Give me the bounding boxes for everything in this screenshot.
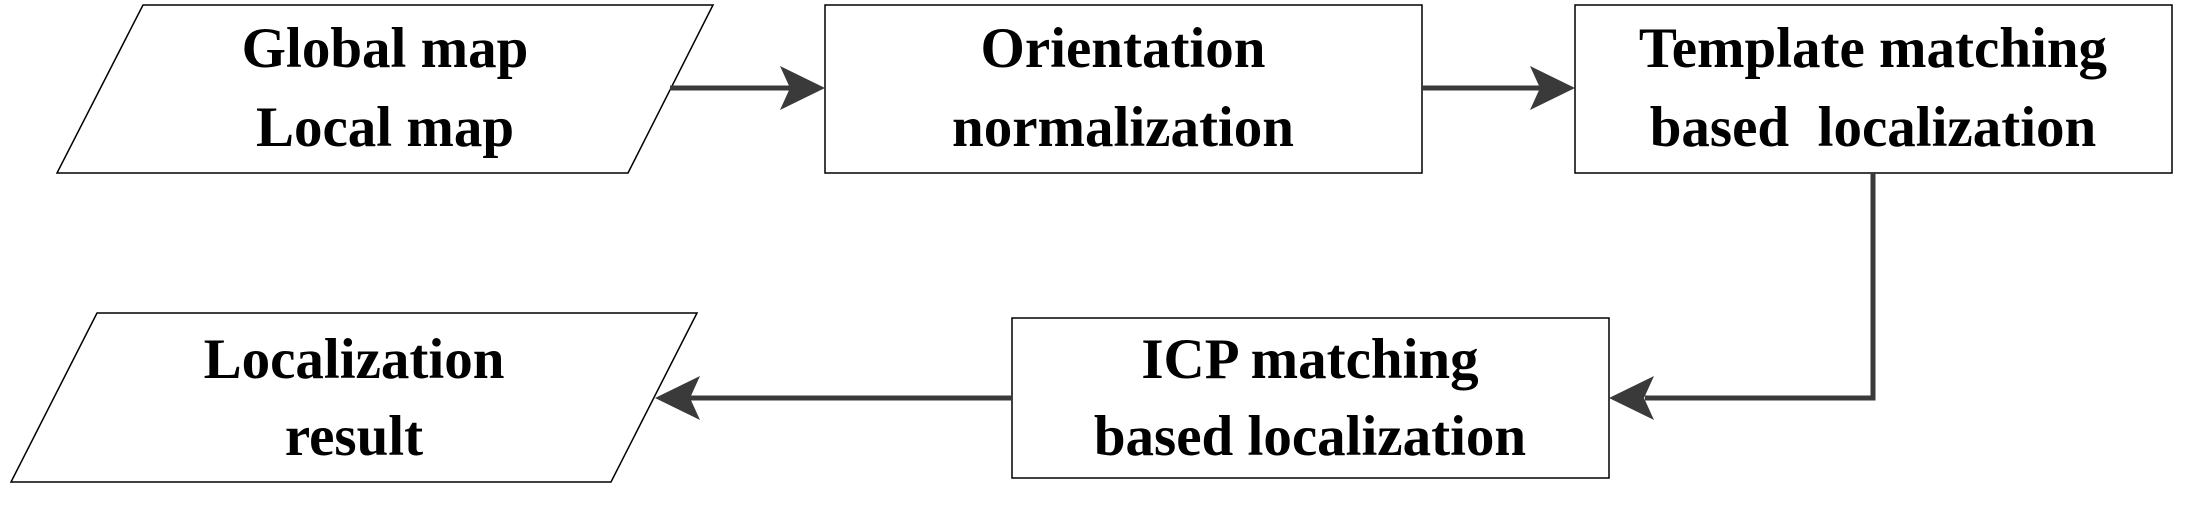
arrow-input-to-orientation: [670, 66, 825, 110]
output-label-line2: result: [285, 405, 423, 468]
input-parallelogram: [55, 4, 715, 174]
arrowhead-left-icon: [655, 376, 700, 420]
arrowhead-right-icon: [780, 66, 825, 110]
node-orientation-normalization: Orientation normalization: [824, 4, 1423, 174]
icp-label-line2: based localization: [1094, 405, 1526, 468]
arrow-orientation-to-template: [1422, 66, 1575, 110]
node-icp-matching: ICP matching based localization: [1011, 317, 1610, 479]
node-input: Global map Local map: [55, 4, 715, 174]
orientation-label-line2: normalization: [952, 96, 1294, 159]
icp-label-line1: ICP matching: [1141, 328, 1478, 391]
input-label-line1: Global map: [242, 17, 529, 80]
arrow-template-to-icp: [1609, 173, 1876, 420]
template-label-line2: based localization: [1650, 96, 2097, 159]
node-output: Localization result: [9, 312, 699, 483]
arrowhead-right-icon: [1530, 66, 1575, 110]
arrow-icp-to-output: [655, 376, 1012, 420]
input-label-line2: Local map: [256, 96, 514, 159]
orientation-label-line1: Orientation: [981, 17, 1266, 80]
output-label-line1: Localization: [204, 328, 505, 391]
icp-box: [1011, 317, 1610, 479]
orientation-box: [824, 4, 1423, 174]
arrowhead-left-icon: [1609, 376, 1654, 420]
output-parallelogram: [9, 312, 699, 483]
template-label-line1: Template matching: [1639, 17, 2107, 80]
node-template-matching: Template matching based localization: [1574, 4, 2173, 174]
